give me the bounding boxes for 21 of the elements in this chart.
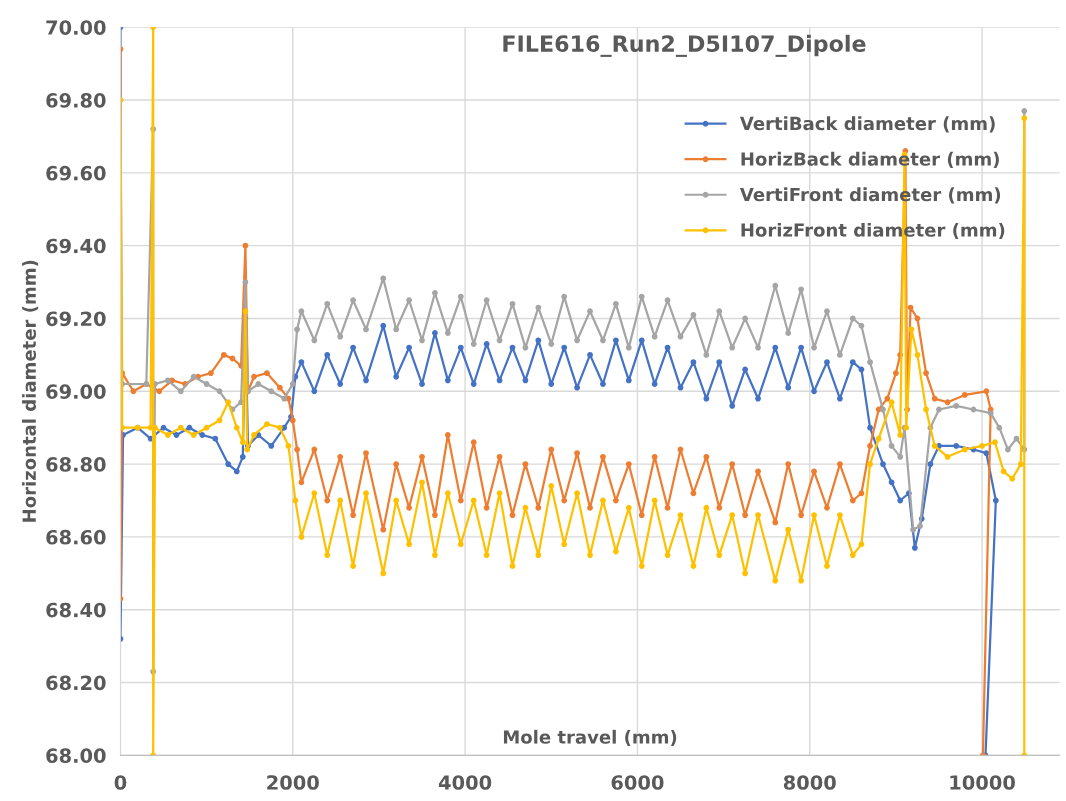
y-tick-label: 68.20 xyxy=(46,675,106,691)
y-tick-label: 68.00 xyxy=(46,748,106,764)
y-tick-label: 68.40 xyxy=(46,602,106,618)
y-tick-label: 69.00 xyxy=(46,384,106,399)
y-tick-label: 68.80 xyxy=(46,457,106,472)
legend-label: VertiBack diameter (mm) xyxy=(739,116,995,133)
x-axis-title: Mole travel (mm) xyxy=(503,729,677,746)
y-tick-label: 69.40 xyxy=(46,238,106,254)
x-tick-label: 10000 xyxy=(950,775,1015,790)
y-axis-title: Horizontal diameter (mm) xyxy=(22,260,39,522)
x-tick-label: 6000 xyxy=(611,775,664,790)
x-tick-label: 2000 xyxy=(267,775,319,790)
y-tick-label: 69.80 xyxy=(46,93,106,108)
x-tick-label: 8000 xyxy=(783,775,836,790)
chart-title: FILE616_Run2_D5I107_Dipole xyxy=(503,34,866,57)
y-tick-label: 69.20 xyxy=(46,311,106,327)
x-tick-label: 0 xyxy=(114,775,127,790)
y-tick-label: 68.60 xyxy=(46,529,106,545)
y-tick-label: 69.60 xyxy=(46,165,106,181)
y-tick-label: 70.00 xyxy=(46,20,106,35)
x-tick-label: 4000 xyxy=(438,775,492,790)
